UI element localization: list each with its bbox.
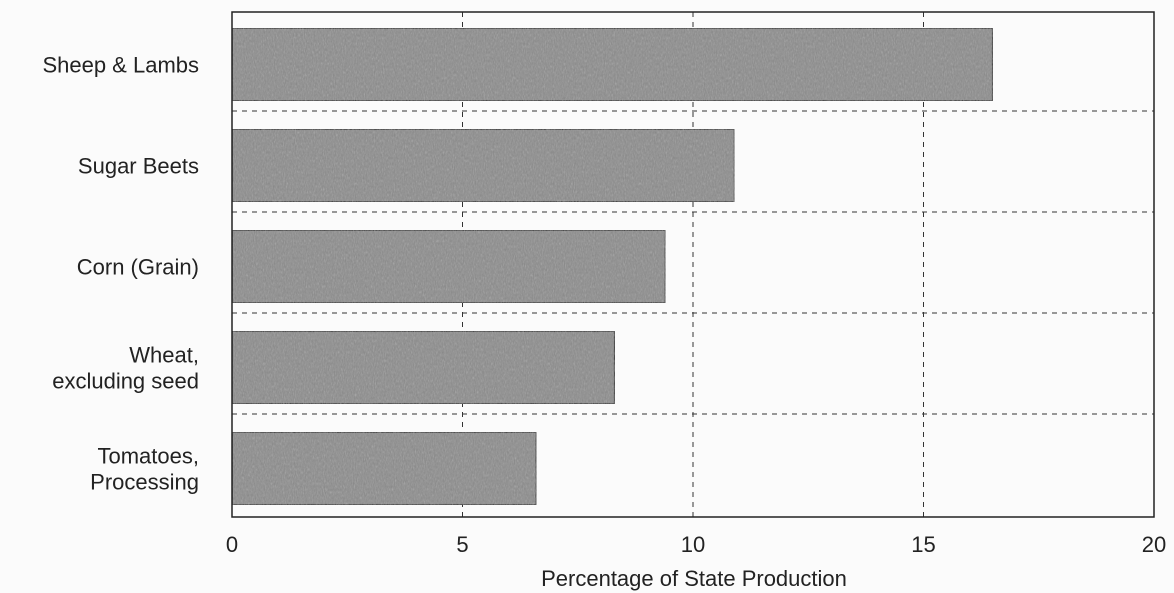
plot-frame <box>231 11 1155 518</box>
category-label: Tomatoes, Processing <box>90 444 199 495</box>
bars <box>231 27 994 506</box>
bar <box>231 431 538 506</box>
category-label: Wheat, excluding seed <box>52 343 199 394</box>
x-tick-label: 15 <box>911 532 935 557</box>
x-tick-label: 20 <box>1142 532 1166 557</box>
x-tick-label: 10 <box>681 532 705 557</box>
bar <box>231 128 736 203</box>
bar <box>231 229 667 304</box>
x-tick-label: 5 <box>456 532 468 557</box>
bar <box>231 330 616 405</box>
x-tick-label: 0 <box>226 532 238 557</box>
category-label: Sheep & Lambs <box>42 53 199 78</box>
x-axis-title: Percentage of State Production <box>541 566 847 591</box>
category-labels: Sheep & Lambs Sugar Beets Corn (Grain) Whea… <box>42 53 199 495</box>
category-label: Sugar Beets <box>78 154 199 179</box>
bar <box>231 27 994 102</box>
category-label: Corn (Grain) <box>77 255 199 280</box>
x-tick-labels: 0 5 10 15 20 <box>226 532 1166 557</box>
